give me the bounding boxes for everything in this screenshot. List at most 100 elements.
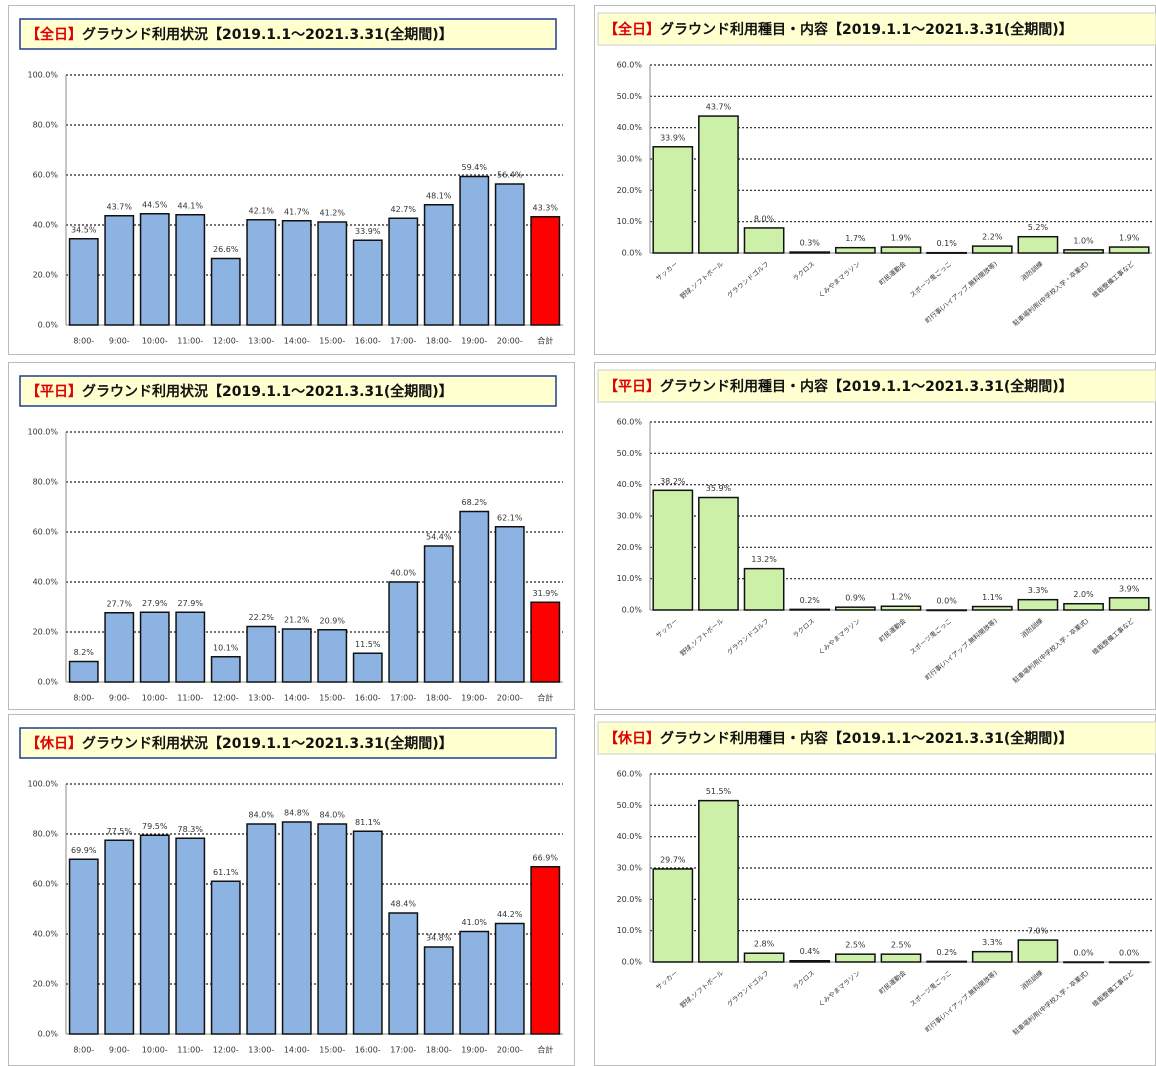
bar bbox=[423, 204, 454, 326]
y-tick-label: 40.0% bbox=[617, 480, 643, 489]
x-tick-label: 18:00- bbox=[426, 1046, 452, 1055]
bar bbox=[971, 605, 1013, 611]
bar bbox=[388, 217, 419, 326]
value-label: 34.8% bbox=[426, 934, 452, 943]
x-tick-label: 8:00- bbox=[73, 1046, 94, 1055]
x-tick-label: 9:00- bbox=[109, 337, 130, 346]
value-label: 27.9% bbox=[142, 599, 168, 608]
value-label: 7.0% bbox=[1028, 927, 1049, 936]
x-tick-label: 16:00- bbox=[355, 694, 381, 703]
bar bbox=[1063, 602, 1104, 611]
value-label: 10.1% bbox=[213, 643, 239, 652]
value-label: 48.4% bbox=[391, 900, 417, 909]
y-tick-label: 80.0% bbox=[33, 478, 59, 487]
x-tick-label: 16:00- bbox=[355, 337, 381, 346]
bar bbox=[175, 611, 206, 683]
bar bbox=[352, 830, 383, 1035]
value-label: 35.9% bbox=[706, 484, 732, 493]
bar bbox=[834, 606, 876, 611]
chart-title: 【休日】グラウンド利用状況【2019.1.1～2021.3.31(全期間)】 bbox=[26, 735, 453, 752]
bar bbox=[388, 581, 419, 683]
bar bbox=[210, 257, 241, 326]
y-tick-label: 80.0% bbox=[33, 830, 59, 839]
y-tick-label: 60.0% bbox=[617, 418, 643, 427]
y-tick-label: 0.0% bbox=[38, 321, 59, 330]
bar bbox=[1017, 939, 1059, 963]
value-label: 8.0% bbox=[754, 214, 775, 223]
bar bbox=[834, 246, 876, 254]
value-label: 3.3% bbox=[1028, 586, 1049, 595]
bar bbox=[1063, 249, 1104, 254]
y-tick-label: 30.0% bbox=[617, 155, 643, 164]
title-box bbox=[19, 375, 557, 407]
bar bbox=[834, 953, 876, 963]
x-tick-label: 8:00- bbox=[73, 694, 94, 703]
value-label: 41.0% bbox=[462, 918, 488, 927]
value-label: 8.2% bbox=[74, 648, 95, 657]
value-label: 1.9% bbox=[891, 234, 912, 243]
bar bbox=[926, 251, 968, 254]
value-label: 38.2% bbox=[660, 477, 686, 486]
bar bbox=[789, 608, 831, 611]
value-label: 84.0% bbox=[249, 811, 275, 820]
title-tag: 【平日】 bbox=[26, 384, 82, 400]
y-tick-label: 20.0% bbox=[617, 895, 643, 904]
value-label: 26.6% bbox=[213, 245, 239, 254]
y-tick-label: 40.0% bbox=[33, 930, 59, 939]
y-tick-label: 20.0% bbox=[617, 186, 643, 195]
bar bbox=[743, 567, 785, 611]
bar bbox=[698, 115, 739, 254]
title-text: グラウンド利用状況【2019.1.1～2021.3.31(全期間)】 bbox=[82, 735, 453, 752]
value-label: 69.9% bbox=[71, 846, 97, 855]
y-tick-label: 10.0% bbox=[617, 574, 643, 583]
value-label: 0.0% bbox=[936, 597, 957, 606]
bar bbox=[246, 823, 277, 1035]
bar bbox=[652, 146, 694, 254]
bar bbox=[139, 611, 170, 683]
value-label: 0.0% bbox=[1119, 949, 1140, 958]
value-label: 56.4% bbox=[497, 171, 523, 180]
bar bbox=[68, 858, 99, 1035]
y-tick-label: 20.0% bbox=[617, 543, 643, 552]
value-label: 0.4% bbox=[800, 947, 821, 956]
title-tag: 【休日】 bbox=[26, 735, 82, 752]
bar bbox=[68, 660, 99, 683]
bar bbox=[459, 175, 490, 326]
value-label: 13.2% bbox=[751, 555, 777, 564]
x-tick-label: 14:00- bbox=[284, 694, 310, 703]
value-label: 2.8% bbox=[754, 940, 775, 949]
title-box bbox=[597, 369, 1156, 403]
value-label: 1.1% bbox=[982, 593, 1003, 602]
value-label: 0.2% bbox=[800, 596, 821, 605]
y-tick-label: 20.0% bbox=[33, 980, 59, 989]
x-tick-label: 18:00- bbox=[426, 337, 452, 346]
value-label: 43.7% bbox=[107, 202, 133, 211]
x-tick-label: 13:00- bbox=[248, 1046, 274, 1055]
title-box bbox=[19, 18, 557, 50]
y-tick-label: 0.0% bbox=[622, 249, 643, 258]
y-tick-label: 0.0% bbox=[622, 606, 643, 615]
value-label: 84.8% bbox=[284, 809, 310, 818]
bar bbox=[926, 960, 968, 963]
value-label: 84.0% bbox=[320, 811, 346, 820]
bar bbox=[139, 834, 170, 1035]
x-tick-label: 13:00- bbox=[248, 337, 274, 346]
title-text: グラウンド利用状況【2019.1.1～2021.3.31(全期間)】 bbox=[82, 383, 453, 400]
x-tick-label: 合計 bbox=[537, 1045, 553, 1055]
title-text: グラウンド利用種目・内容【2019.1.1～2021.3.31(全期間)】 bbox=[660, 21, 1073, 38]
value-label: 41.2% bbox=[320, 209, 346, 218]
x-tick-label: 12:00- bbox=[213, 694, 239, 703]
value-label: 2.5% bbox=[891, 941, 912, 950]
bar bbox=[1108, 246, 1150, 254]
value-label: 78.3% bbox=[178, 825, 204, 834]
x-tick-label: 19:00- bbox=[461, 1046, 487, 1055]
bar bbox=[698, 496, 739, 611]
bar bbox=[68, 238, 99, 326]
x-tick-label: 14:00- bbox=[284, 337, 310, 346]
value-label: 33.9% bbox=[355, 227, 381, 236]
value-label: 1.7% bbox=[845, 234, 866, 243]
value-label: 0.0% bbox=[1073, 949, 1094, 958]
bar bbox=[246, 219, 277, 326]
value-label: 79.5% bbox=[142, 822, 168, 831]
